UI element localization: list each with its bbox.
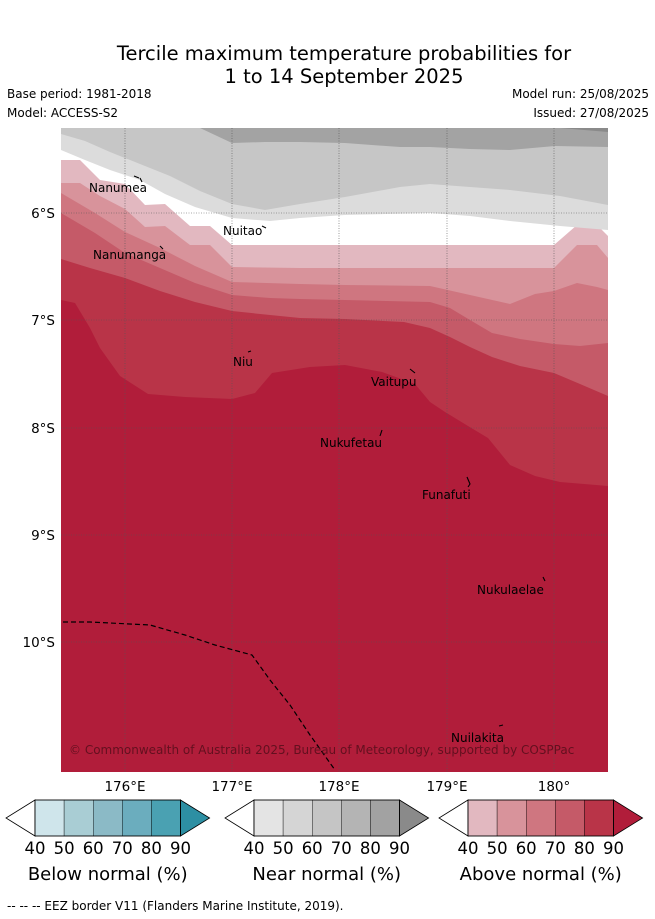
colorbar-tick-label: 80 [360,839,381,858]
colorbar-tick-label: 70 [331,839,352,858]
colorbar-tick-label: 80 [574,839,595,858]
colorbar-outline [467,799,614,837]
eez-footnote: -- -- -- EEZ border V11 (Flanders Marine… [7,899,344,913]
colorbar-under-triangle [438,799,469,837]
colorbar-tick-label: 70 [112,839,133,858]
colorbar-tick-label: 40 [25,839,46,858]
model-run-label: Model run: 25/08/2025 [511,87,649,101]
lon-tick-177e: 177°E [211,779,252,795]
colorbar-under-triangle [224,799,255,837]
island-markers [133,175,546,727]
colorbar-cell [122,799,152,837]
colorbar-tick-label: 90 [170,839,191,858]
model-label: Model: ACCESS-S2 [7,106,119,120]
place-label-nukufetau: Nukufetau [320,436,382,450]
colorbar-cell [496,799,527,837]
colorbar-near: 40 50 60 70 80 90 Near normal (%) [224,799,430,885]
colorbar-tick-label: 80 [141,839,162,858]
colorbar-cell [151,799,181,837]
probability-contours [61,128,608,772]
colorbar-cell [555,799,585,837]
base-period-label: Base period: 1981-2018 [7,87,152,101]
colorbar-over-triangle [399,799,430,837]
colorbar-cell [282,799,313,837]
lon-tick-180: 180° [538,779,571,795]
near-60-band [80,128,608,150]
colorbar-cell [526,799,556,837]
lon-tick-179e: 179°E [426,779,467,795]
place-label-nuitao: Nuitao [223,224,262,238]
lat-tick-7s: 7°S [31,313,55,329]
grid-lines [61,128,608,772]
colorbar-under-triangle [5,799,36,837]
place-label-vaitupu: Vaitupu [371,375,417,389]
lat-tick-6s: 6°S [31,206,55,222]
lat-tick-9s: 9°S [31,528,55,544]
eez-border [63,621,336,771]
lon-tick-178e: 178°E [318,779,359,795]
colorbar-over-triangle [180,799,211,837]
colorbar-outline [34,799,181,837]
place-label-funafuti: Funafuti [422,488,471,502]
colorbar-tick-label: 50 [487,839,508,858]
colorbar-legends: 40 50 60 70 80 90 Below normal (%) 40 50 60 70 80 90… [5,799,644,885]
colorbar-tick-label: 90 [389,839,410,858]
colorbar-cell [34,799,65,837]
copyright-notice: © Commonwealth of Australia 2025, Bureau… [69,743,574,757]
lat-tick-10s: 10°S [23,635,56,651]
colorbar-cell [92,799,123,837]
colorbar-outline [253,799,400,837]
colorbar-cell [312,799,342,837]
lon-tick-176e: 176°E [104,779,145,795]
colorbar-tick-label: 70 [545,839,566,858]
colorbar-tick-label: 50 [54,839,75,858]
colorbar-cell [370,799,400,837]
colorbar-cell [63,799,94,837]
colorbar-tick-label: 90 [603,839,624,858]
place-label-nanumanga: Nanumanga [93,248,166,262]
map-title-line2: 1 to 14 September 2025 [224,65,464,88]
colorbar-tick-label: 50 [273,839,294,858]
colorbar-above: 40 50 60 70 80 90 Above normal (%) [438,799,644,885]
colorbar-over-triangle [613,799,644,837]
colorbar-below: 40 50 60 70 80 90 Below normal (%) [5,799,211,885]
colorbar-tick-label: 40 [244,839,265,858]
place-label-nanumea: Nanumea [89,181,147,195]
lat-tick-8s: 8°S [31,421,55,437]
colorbar-tick-label: 40 [458,839,479,858]
colorbar-tick-label: 60 [302,839,323,858]
map-title-line1: Tercile maximum temperature probabilitie… [116,42,572,65]
issued-label: Issued: 27/08/2025 [533,106,649,120]
place-label-nuilakita: Nuilakita [451,731,504,745]
colorbar-title: Above normal (%) [460,864,622,885]
place-label-nukulaelae: Nukulaelae [477,583,544,597]
colorbar-tick-label: 60 [83,839,104,858]
near-70-band [200,128,608,132]
colorbar-cell [584,799,614,837]
colorbar-title: Below normal (%) [28,864,188,885]
colorbar-cell [253,799,284,837]
colorbar-tick-label: 60 [516,839,537,858]
place-label-niu: Niu [233,355,253,369]
colorbar-title: Near normal (%) [252,864,401,885]
colorbar-cell [467,799,498,837]
colorbar-cell [341,799,371,837]
